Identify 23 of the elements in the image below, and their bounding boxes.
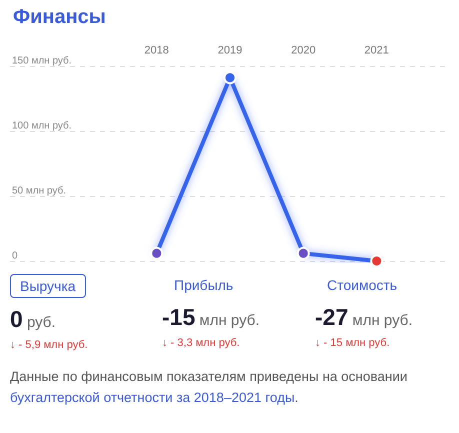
- text: ↓ - 3,3 млн руб.: [162, 337, 241, 349]
- text: -27: [315, 304, 348, 330]
- text: -15: [162, 304, 196, 330]
- text: Выручка: [10, 274, 86, 298]
- text: Стоимость: [326, 276, 398, 295]
- text: ↓ - 15 млн руб.: [315, 337, 391, 349]
- y-tick-label: 0: [12, 250, 18, 262]
- text: .: [294, 390, 298, 405]
- text: руб.: [26, 314, 56, 331]
- text: Данные по финансовым показателям приведены на основании: [10, 369, 408, 384]
- text: ↓ - 5,9 млн руб.: [10, 339, 89, 351]
- x-tick-label: 2020: [291, 44, 316, 56]
- y-tick-label: 100 млн руб.: [12, 120, 72, 132]
- text: Прибыль: [173, 276, 234, 295]
- x-tick-label: 2018: [144, 44, 169, 56]
- text: млн руб.: [351, 312, 413, 329]
- chart-title: Финансы: [13, 6, 106, 28]
- x-tick-label: 2021: [364, 44, 389, 56]
- x-tick-label: 2019: [218, 44, 242, 56]
- y-tick-label: 50 млн руб.: [12, 186, 66, 196]
- text: млн руб.: [198, 312, 260, 329]
- y-tick-label: 150 млн руб.: [12, 56, 72, 66]
- text: бухгалтерской отчетности за 2018–2021 годы: [10, 390, 295, 405]
